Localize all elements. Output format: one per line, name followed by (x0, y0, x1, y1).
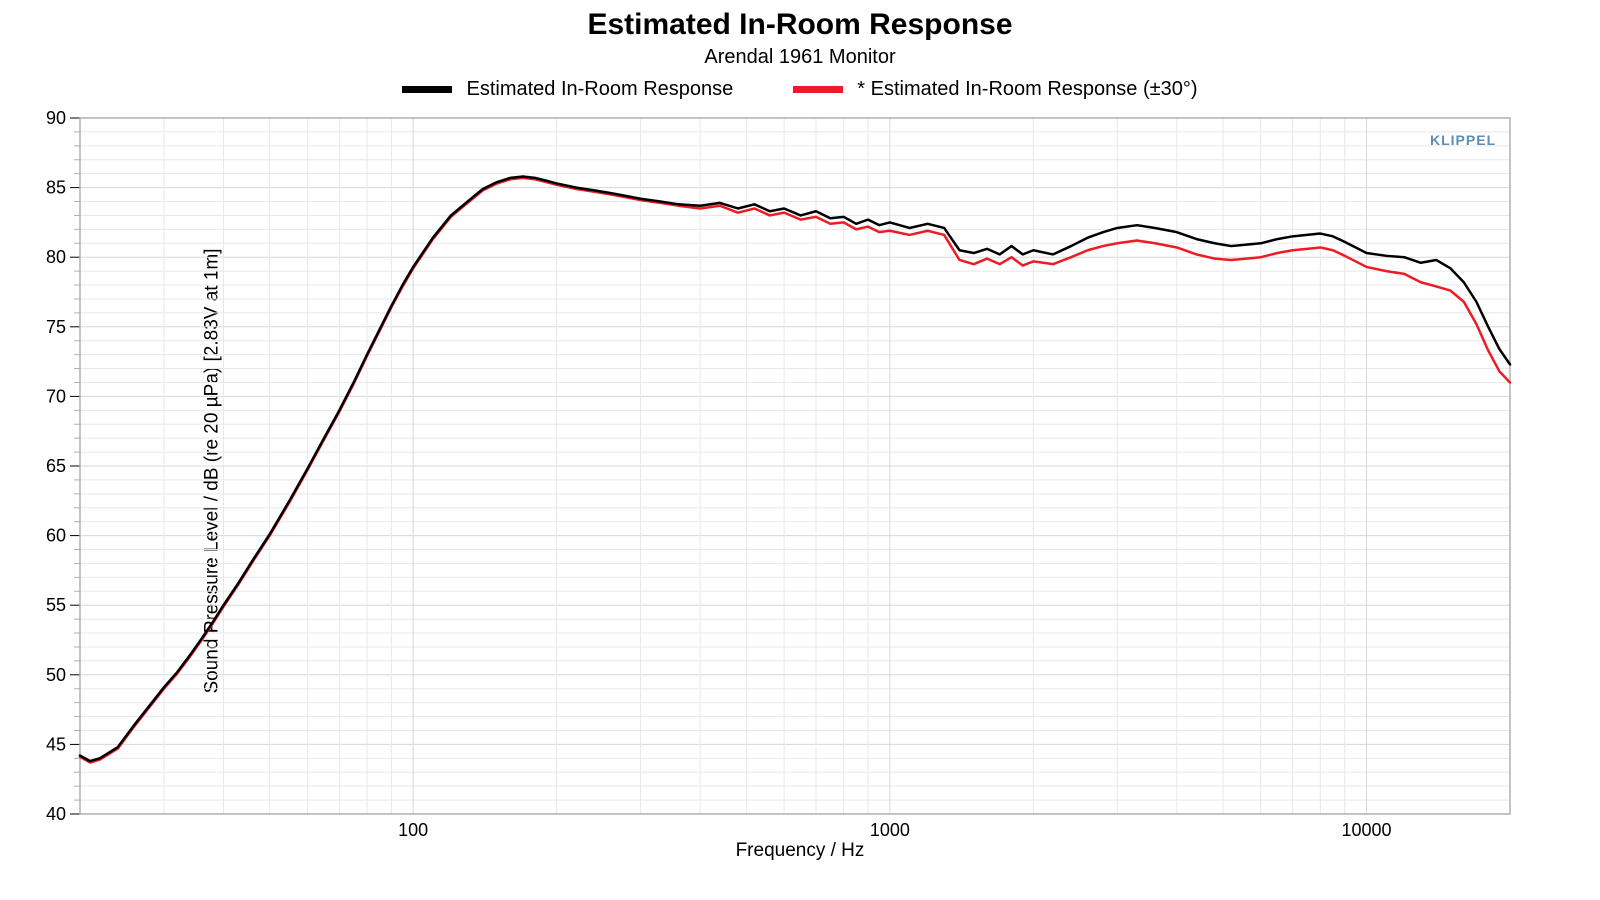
svg-text:45: 45 (46, 734, 66, 754)
chart-container: Estimated In-Room Response Arendal 1961 … (0, 0, 1600, 900)
svg-text:60: 60 (46, 526, 66, 546)
watermark: KLIPPEL (1430, 132, 1496, 148)
svg-text:80: 80 (46, 247, 66, 267)
svg-text:65: 65 (46, 456, 66, 476)
svg-text:50: 50 (46, 665, 66, 685)
svg-text:40: 40 (46, 804, 66, 824)
svg-text:70: 70 (46, 386, 66, 406)
svg-text:55: 55 (46, 595, 66, 615)
svg-text:85: 85 (46, 178, 66, 198)
chart-svg: 40 45 50 55 60 65 70 75 80 85 90 100 1000 10000 (0, 0, 1600, 900)
svg-text:1000: 1000 (870, 820, 910, 840)
svg-text:10000: 10000 (1341, 820, 1391, 840)
svg-text:100: 100 (398, 820, 428, 840)
svg-text:75: 75 (46, 317, 66, 337)
svg-text:90: 90 (46, 108, 66, 128)
